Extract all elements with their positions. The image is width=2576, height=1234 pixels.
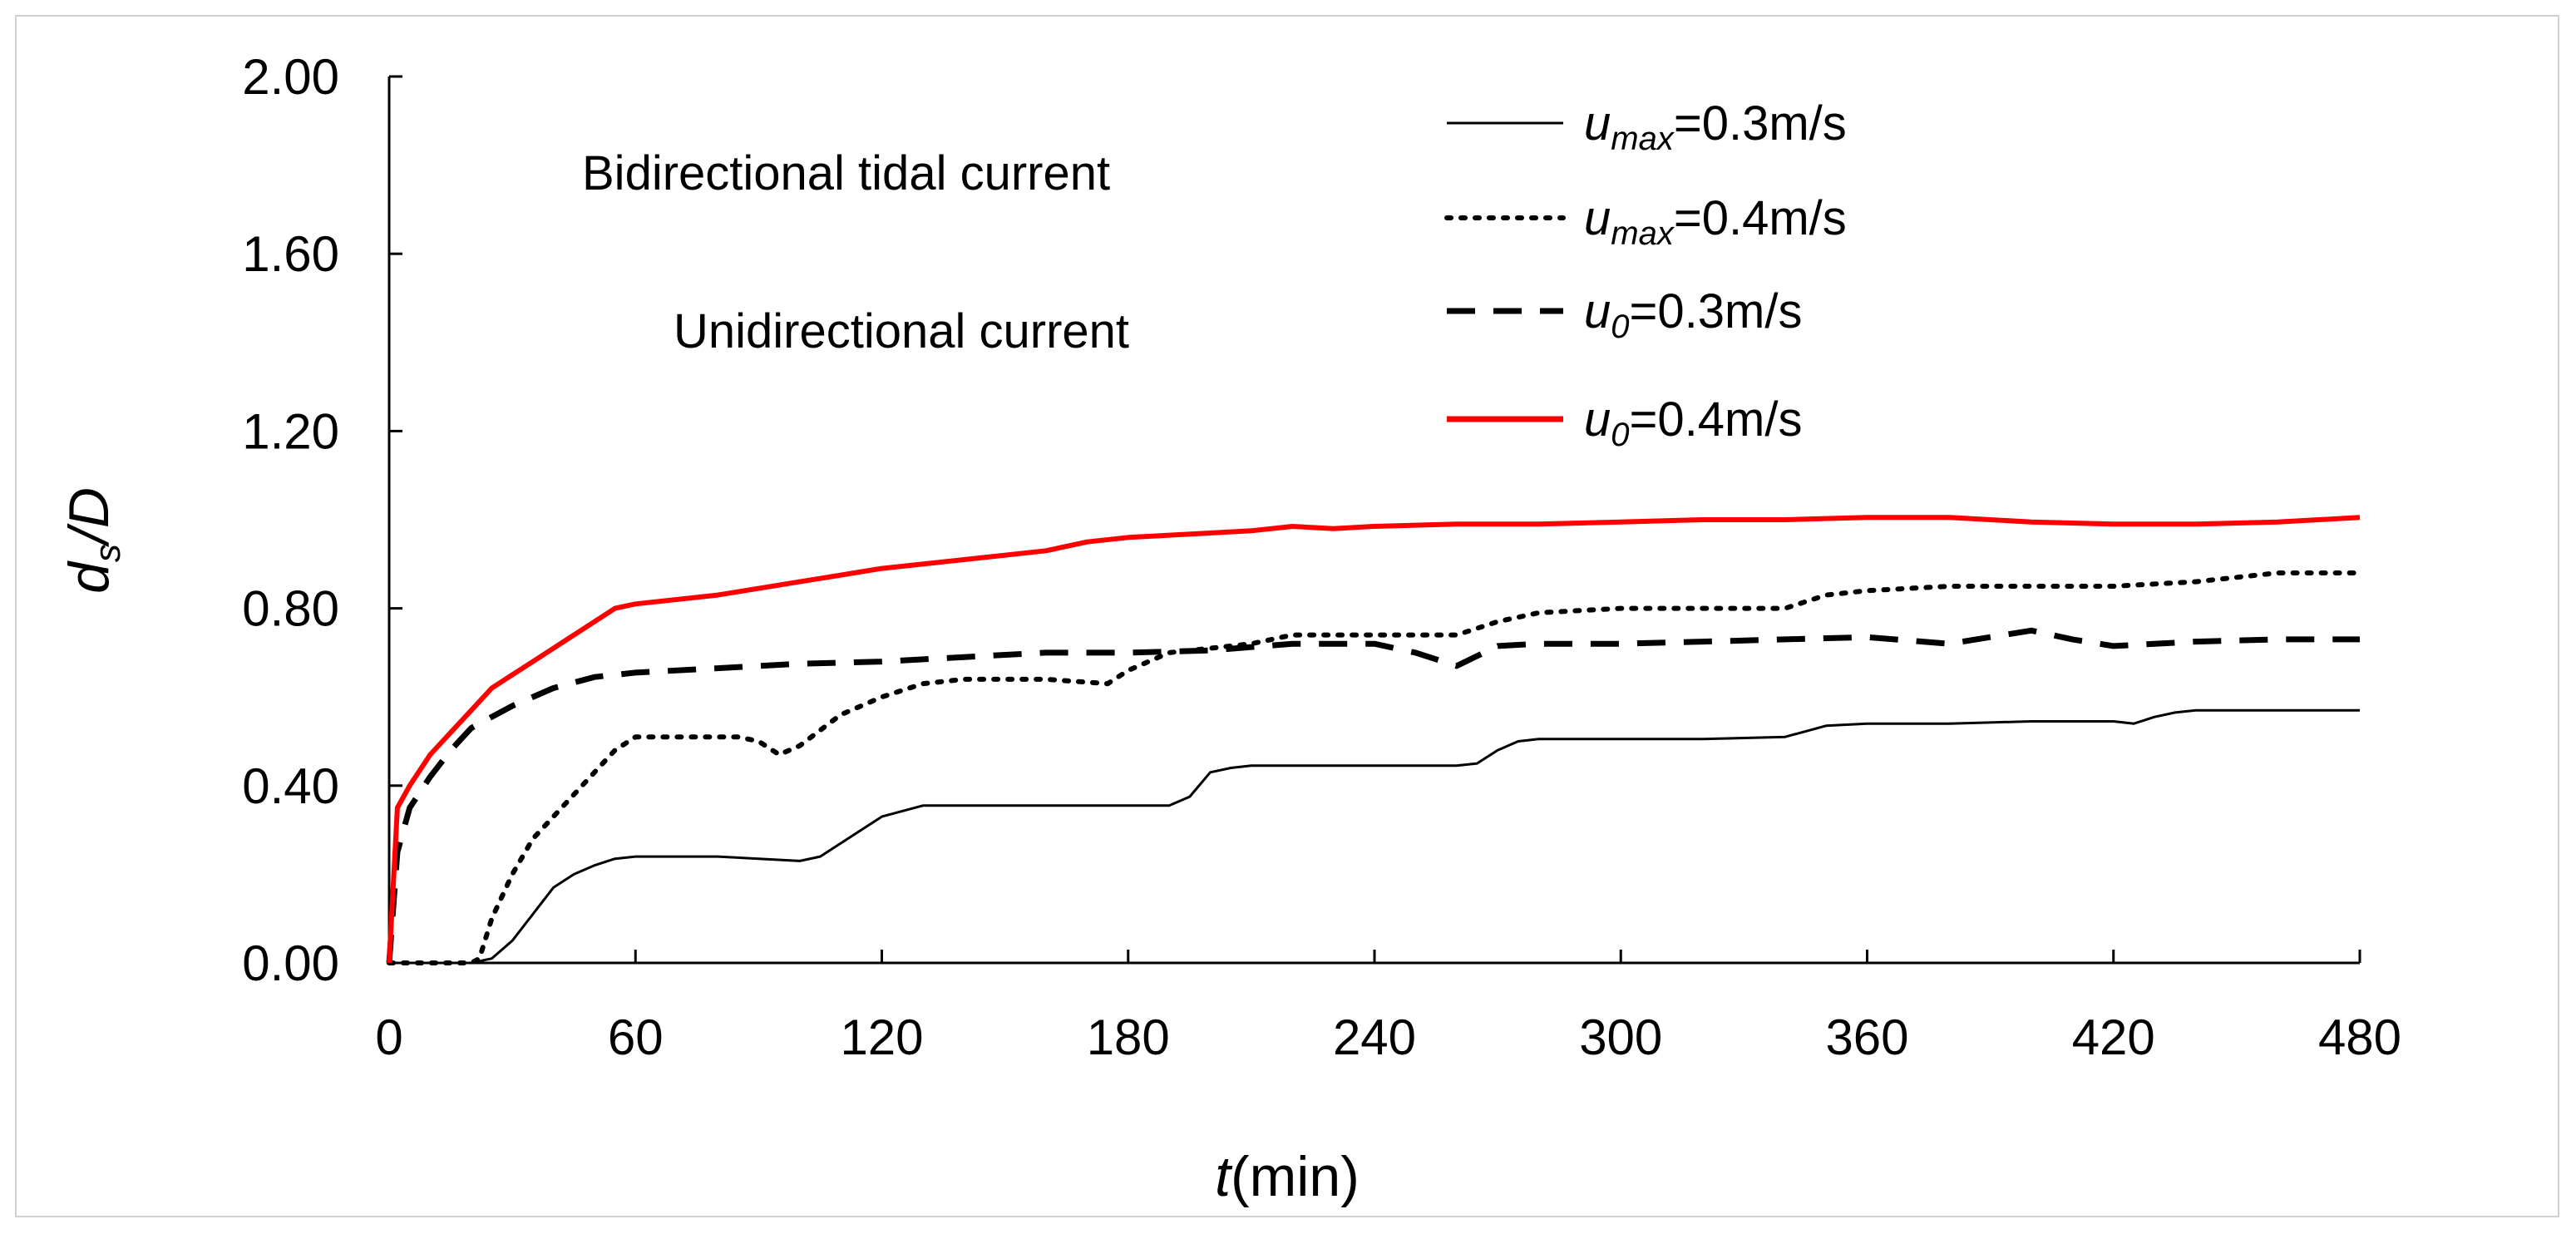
x-tick-label: 180 — [1087, 1009, 1170, 1065]
annotation-unidirectional: Unidirectional current — [674, 304, 1129, 358]
series-line-3 — [386, 627, 2360, 964]
y-tick-label: 1.60 — [242, 226, 339, 282]
x-tick-label: 360 — [1825, 1009, 1908, 1065]
y-axis-title-sub: s — [87, 544, 128, 562]
legend-label-sub: 0 — [1611, 308, 1629, 345]
y-tick-label: 0.80 — [242, 581, 339, 637]
series-line-4 — [387, 515, 2361, 964]
x-axis-title-var: t — [1215, 1145, 1233, 1208]
legend-label-rest: =0.3m/s — [1630, 284, 1803, 338]
series-line-1 — [389, 708, 2360, 965]
series-layer — [386, 515, 2362, 965]
legend-label-sub: max — [1611, 121, 1675, 157]
y-tick-label: 1.20 — [242, 403, 339, 459]
legend-label-1: umax=0.3m/s — [1584, 96, 1847, 157]
legend-label-2: umax=0.4m/s — [1584, 191, 1847, 252]
y-tick-label: 0.00 — [242, 935, 339, 991]
legend-label-4: u0=0.4m/s — [1584, 392, 1802, 453]
y-axis-title-var: d — [57, 560, 121, 594]
x-axis-title: t(min) — [1215, 1145, 1360, 1208]
legend-label-var: u — [1584, 191, 1611, 245]
y-axis-title-rest: /D — [57, 487, 121, 547]
x-tick-label: 420 — [2072, 1009, 2155, 1065]
legend-label-sub: 0 — [1611, 417, 1629, 453]
chart-frame — [15, 15, 2559, 1217]
axes: 0 60 120 180 240 300 360 420 480 0.00 0.40 0.80 1.20… — [242, 49, 2401, 1065]
legend-label-rest: =0.4m/s — [1630, 392, 1803, 447]
legend-label-rest: =0.3m/s — [1674, 96, 1847, 151]
x-axis-title-unit: (min) — [1231, 1145, 1360, 1208]
legend-label-sub: max — [1611, 215, 1675, 252]
legend-label-var: u — [1584, 96, 1611, 151]
legend-label-var: u — [1584, 284, 1611, 338]
x-tick-label: 240 — [1333, 1009, 1416, 1065]
legend-label-3: u0=0.3m/s — [1584, 284, 1802, 345]
y-tick-label: 0.40 — [242, 758, 339, 814]
x-tick-label: 120 — [840, 1009, 923, 1065]
legend-label-rest: =0.4m/s — [1674, 191, 1847, 245]
annotation-bidirectional: Bidirectional tidal current — [582, 146, 1110, 200]
series-line-2 — [387, 570, 2362, 965]
x-tick-label: 0 — [375, 1009, 402, 1065]
x-tick-label: 300 — [1579, 1009, 1662, 1065]
y-axis-title: ds/D — [57, 487, 128, 594]
x-tick-label: 480 — [2318, 1009, 2401, 1065]
x-tick-label: 60 — [608, 1009, 664, 1065]
y-tick-label: 2.00 — [242, 49, 339, 105]
legend-label-var: u — [1584, 392, 1611, 447]
